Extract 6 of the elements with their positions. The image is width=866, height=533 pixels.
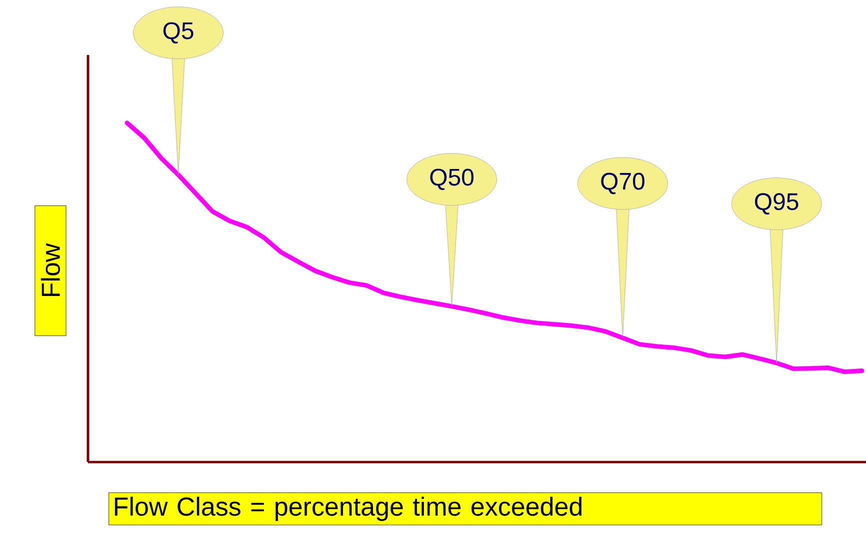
annotation: Q70 <box>601 172 644 194</box>
text: Q5 <box>163 22 194 44</box>
annotation: Q50 <box>430 168 474 190</box>
x-axis-title: Flow Class = percentage time exceeded <box>114 496 582 521</box>
y-axis-title: Flow <box>40 243 60 296</box>
annotation: Q95 <box>754 193 798 214</box>
